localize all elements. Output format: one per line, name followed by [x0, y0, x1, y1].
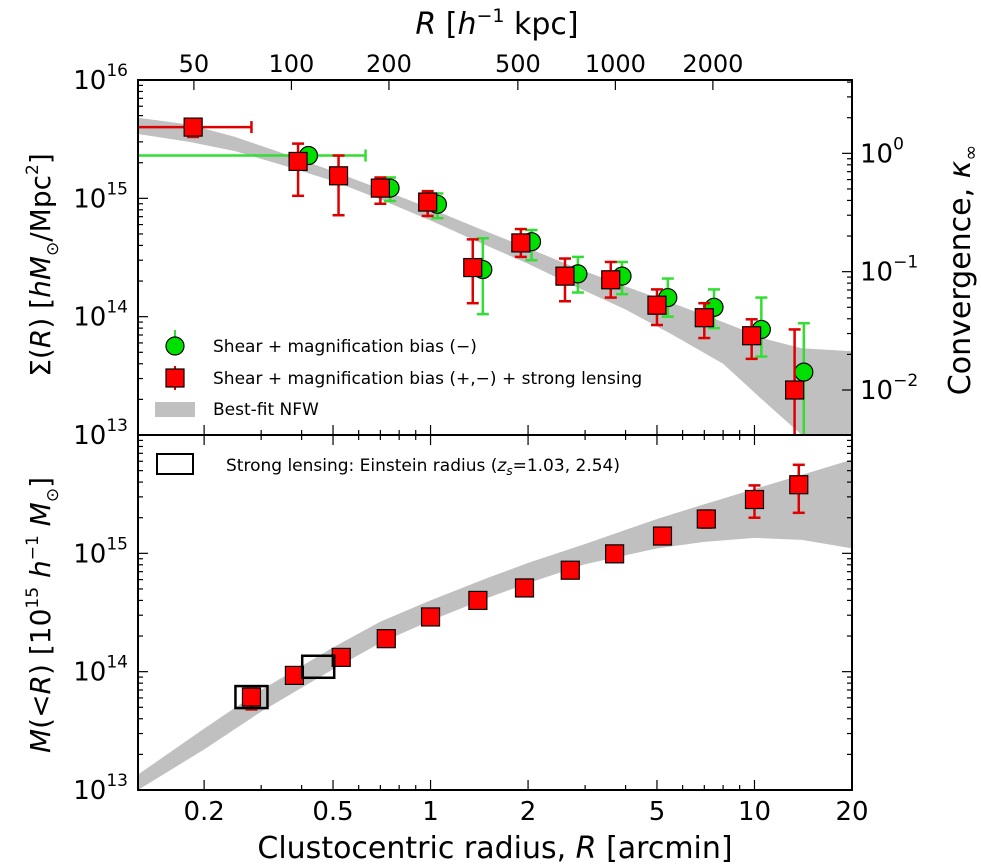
lower-nfw-band: [138, 459, 852, 790]
x-axis-label: Clustocentric radius, R [arcmin]: [257, 831, 732, 865]
data-point-square: [652, 526, 673, 546]
data-point-square: [555, 266, 575, 286]
upper-y-tick-label: 1015: [73, 179, 128, 214]
lower-panel: 1013 1014 1015 0.2 0.5 1 2 5 10 20 M(<R) [1015 h−…: [23, 434, 869, 865]
upper-nfw-band: [138, 117, 852, 435]
data-point-square: [376, 629, 396, 649]
data-point-square: [420, 607, 441, 627]
data-point-circle: [794, 362, 814, 382]
top-tick-label: 100: [269, 50, 315, 78]
lower-ticks: 1013 1014 1015 0.2 0.5 1 2 5 10 20: [73, 435, 869, 827]
nfw-band-shape: [138, 459, 852, 790]
x-tick-label: 1: [422, 797, 439, 827]
x-tick-label: 0.2: [183, 797, 224, 827]
data-point-square: [647, 295, 667, 315]
legend-square-marker: [165, 368, 185, 388]
top-tick-label: 200: [366, 50, 412, 78]
data-point-square: [183, 117, 203, 137]
lower-y-tick-label: 1014: [73, 653, 128, 688]
top-axis-label: R [h−1 kpc]: [415, 5, 578, 42]
data-point-square: [288, 151, 308, 172]
data-point-square: [241, 687, 262, 707]
data-point-square: [418, 192, 438, 212]
upper-panel: 1013 1014 1015 1016 50 100 200 500 1000 2000 100 10…: [23, 5, 981, 451]
data-point-square: [744, 489, 765, 510]
data-point-square: [742, 326, 762, 346]
top-tick-label: 2000: [682, 50, 743, 78]
x-tick-label: 0.5: [312, 797, 353, 827]
legend-band-swatch: [155, 402, 195, 417]
lower-legend: Strong lensing: Einstein radius (zs=1.03…: [156, 453, 620, 478]
lower-y-axis-label: M(<R) [1015 h−1 M⊙]: [23, 477, 63, 753]
data-point-square: [468, 590, 488, 611]
lower-y-tick-label: 1013: [73, 771, 128, 806]
legend-label-shear-strong: Shear + magnification bias (+,−) + stron…: [213, 369, 642, 389]
upper-y-tick-label: 1013: [73, 416, 128, 451]
upper-data-points: [138, 117, 814, 435]
top-tick-label: 1000: [585, 50, 646, 78]
data-point-square: [370, 178, 390, 198]
right-tick-label: 10−1: [860, 253, 918, 288]
data-point-square: [560, 560, 580, 580]
upper-y-tick-label: 1014: [73, 298, 128, 333]
x-tick-label: 5: [649, 797, 666, 827]
legend-entry-shear: Shear + magnification bias (−): [165, 330, 477, 357]
nfw-band-shape: [138, 117, 852, 435]
legend-open-square-marker: [156, 453, 194, 475]
legend-entry-nfw: Best-fit NFW: [155, 400, 319, 420]
legend-label-nfw: Best-fit NFW: [213, 400, 319, 420]
data-point-square: [331, 647, 351, 667]
strong-lensing-box: [300, 654, 336, 680]
legend-label-strong-lensing: Strong lensing: Einstein radius (zs=1.03…: [226, 456, 620, 478]
strong-lensing-box: [234, 684, 269, 710]
data-point-square: [605, 544, 625, 564]
data-point-square: [601, 270, 621, 290]
data-point-square: [785, 380, 805, 400]
data-point-square: [694, 308, 714, 328]
legend-entry-shear-strong: Shear + magnification bias (+,−) + stron…: [165, 366, 642, 390]
upper-legend: Shear + magnification bias (−) Shear + m…: [155, 330, 642, 420]
right-axis-label: Convergence, κ∞: [943, 145, 981, 395]
x-tick-label: 20: [835, 797, 868, 827]
upper-ticks: 1013 1014 1015 1016 50 100 200 500 1000 2000 100 10…: [73, 50, 918, 451]
x-tick-label: 2: [520, 797, 537, 827]
upper-y-tick-label: 1016: [73, 61, 128, 96]
lower-data-points: [241, 463, 809, 711]
legend-circle-marker: [165, 336, 185, 356]
data-point-square: [696, 509, 716, 529]
data-point-square: [328, 166, 349, 186]
right-tick-label: 10−2: [860, 371, 918, 406]
lower-y-tick-label: 1015: [73, 534, 128, 569]
right-tick-label: 100: [860, 134, 904, 169]
data-point-square: [284, 665, 305, 685]
top-tick-label: 50: [179, 50, 210, 78]
strong-lensing-markers: [234, 654, 336, 710]
data-point-square: [463, 257, 483, 278]
legend-label-shear: Shear + magnification bias (−): [213, 337, 477, 357]
x-tick-label: 10: [738, 797, 771, 827]
data-point-square: [514, 578, 535, 598]
data-point-square: [511, 233, 531, 253]
top-tick-label: 500: [495, 50, 541, 78]
data-point-square: [789, 475, 809, 495]
lower-plot-frame: [137, 434, 853, 791]
upper-y-axis-label: Σ(R) [hM⊙/Mpc2]: [23, 153, 63, 377]
